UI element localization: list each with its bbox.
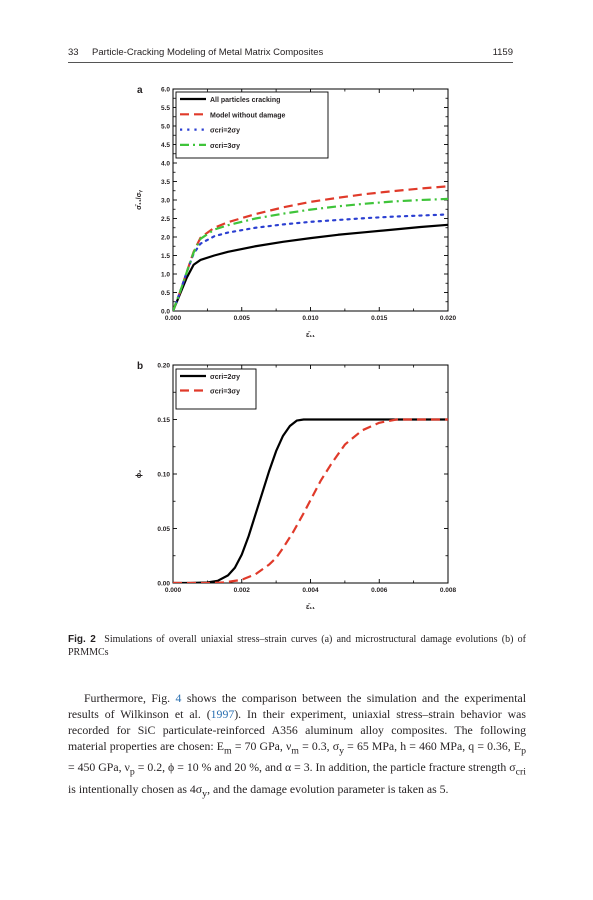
subscript: cri xyxy=(515,766,526,778)
text-run: = 0.2, ϕ = 10 % and 20 %, and α = 3. In … xyxy=(134,760,516,775)
text-run: = 65 MPa, h = 460 MPa, q = 0.36, E xyxy=(344,739,522,753)
chart-panel-a: a 0.000 0.005 0.010 0.015 0.020 0.0 0.5 1.0 1.5 2.… xyxy=(135,85,457,339)
y-tick-label: 0.5 xyxy=(161,290,170,297)
figure-caption: Fig. 2 Simulations of overall uniaxial s… xyxy=(68,634,526,659)
text-run: = 0.3, σ xyxy=(298,739,340,753)
citation-link[interactable]: 1997 xyxy=(210,707,235,721)
x-tick-label: 0.000 xyxy=(165,315,182,322)
series-line-1 xyxy=(173,418,448,583)
y-tick-label: 5.0 xyxy=(161,123,170,130)
y-tick-label: 0.10 xyxy=(157,471,170,478)
y-axis-label: ϕ₂ xyxy=(136,470,143,478)
y-tick-label: 0.00 xyxy=(157,580,170,587)
x-tick-label: 0.006 xyxy=(371,587,388,594)
y-tick-label: 4.5 xyxy=(161,142,170,149)
subscript: m xyxy=(291,745,299,757)
figure-ref-link[interactable]: 4 xyxy=(175,691,182,705)
y-tick-label: 5.5 xyxy=(161,105,170,112)
legend-entry: Model without damage xyxy=(210,112,286,119)
series-line-2 xyxy=(173,418,448,583)
body-paragraph: Furthermore, Fig. 4 shows the comparison… xyxy=(68,690,526,802)
text-run: is intentionally chosen as 4σ xyxy=(68,781,203,796)
series-line-4 xyxy=(173,197,448,311)
page-number: 1159 xyxy=(492,47,513,58)
y-tick-label: 0.05 xyxy=(157,526,170,533)
y-tick-label: 0.15 xyxy=(157,417,170,424)
x-tick-label: 0.020 xyxy=(440,315,457,322)
running-header: 33 Particle-Cracking Modeling of Metal M… xyxy=(68,47,513,63)
chart-panel-b: b 0.000 0.002 0.004 0.006 0.008 0.00 0.05 0.10 0.… xyxy=(136,361,457,611)
y-tick-label: 2.0 xyxy=(161,234,170,241)
text-run: , and the damage evolution parameter is … xyxy=(207,781,449,796)
subscript: m xyxy=(224,745,232,757)
text-run: Furthermore, Fig. xyxy=(84,691,176,705)
subscript: y xyxy=(202,788,208,800)
x-tick-label: 0.005 xyxy=(234,315,251,322)
y-tick-label: 3.5 xyxy=(161,179,170,186)
panel-label: b xyxy=(137,361,143,372)
text-run: ). In their experiment, uniaxial stress–… xyxy=(68,707,526,753)
figure-2: a 0.000 0.005 0.010 0.015 0.020 0.0 0.5 1.0 1.5 2.… xyxy=(135,85,457,611)
x-tick-label: 0.000 xyxy=(165,587,182,594)
y-tick-label: 1.0 xyxy=(161,271,170,278)
x-tick-label: 0.010 xyxy=(302,315,319,322)
x-tick-label: 0.008 xyxy=(440,587,457,594)
subscript: y xyxy=(339,745,345,757)
x-tick-label: 0.002 xyxy=(234,587,251,594)
y-tick-label: 4.0 xyxy=(161,160,170,167)
series-line-3 xyxy=(173,213,448,311)
text-run: = 450 GPa, ν xyxy=(68,760,130,775)
caption-text: Simulations of overall uniaxial stress–s… xyxy=(68,634,526,658)
chapter-number: 33 xyxy=(68,47,79,58)
legend-entry: σcri=2σy xyxy=(210,374,240,381)
legend-entry: σcri=3σy xyxy=(210,389,240,396)
legend-entry: σcri=2σy xyxy=(210,128,240,135)
header-rule xyxy=(68,62,513,63)
y-tick-label: 0.0 xyxy=(161,308,170,315)
subscript: p xyxy=(521,745,526,757)
running-title: Particle-Cracking Modeling of Metal Matr… xyxy=(92,47,324,58)
y-tick-label: 6.0 xyxy=(161,86,170,93)
y-axis-label: σ̄₁₁/σᵧ xyxy=(135,190,143,210)
caption-label: Fig. 2 xyxy=(68,634,96,645)
legend: All particles cracking Model without dama… xyxy=(175,91,329,159)
panel-label: a xyxy=(137,85,143,96)
series-line-2 xyxy=(173,185,448,311)
y-tick-label: 1.5 xyxy=(161,253,170,260)
series-line-1 xyxy=(173,223,448,311)
legend-entry: σcri=3σy xyxy=(210,143,240,150)
text-run: shows the comparison between the simulat… xyxy=(68,691,526,721)
x-axis-label: ε̄₁₁ xyxy=(306,331,315,339)
y-tick-label: 2.5 xyxy=(161,216,170,223)
y-tick-label: 0.20 xyxy=(157,362,170,369)
legend-box xyxy=(175,91,329,159)
legend-entry: All particles cracking xyxy=(210,97,280,104)
y-tick-label: 3.0 xyxy=(161,197,170,204)
x-axis-label: ε̄₁₁ xyxy=(306,603,315,611)
subscript: p xyxy=(129,766,135,778)
text-run: = 70 GPa, ν xyxy=(231,739,292,753)
x-tick-label: 0.004 xyxy=(302,587,319,594)
x-tick-label: 0.015 xyxy=(371,315,388,322)
legend: σcri=2σy σcri=3σy xyxy=(175,368,257,410)
